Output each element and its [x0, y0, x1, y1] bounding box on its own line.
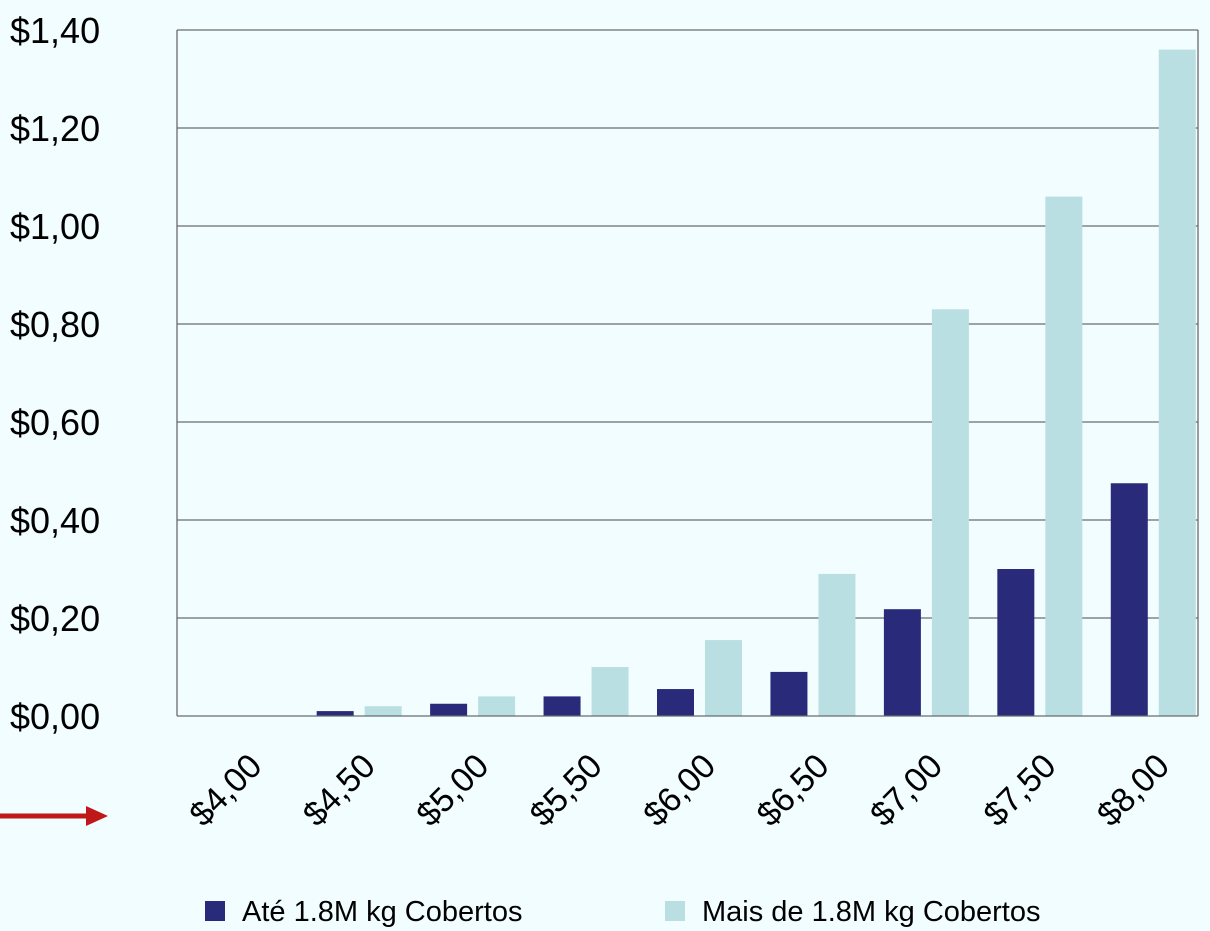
legend-swatch [665, 901, 685, 921]
bar-mais-de-1-8m [931, 309, 969, 716]
x-tick-label: $7,00 [863, 747, 950, 834]
bar-mais-de-1-8m [1045, 196, 1083, 717]
y-tick-label: $1,00 [10, 206, 100, 247]
legend-swatch [205, 901, 225, 921]
bar-mais-de-1-8m [1158, 49, 1196, 717]
bar-ate-1-8m [997, 569, 1035, 716]
y-tick-label: $1,20 [10, 108, 100, 149]
x-tick-label: $6,50 [750, 747, 837, 834]
bar-mais-de-1-8m [705, 640, 742, 716]
x-tick-label: $8,00 [1090, 747, 1177, 834]
bar-ate-1-8m [1110, 483, 1148, 716]
y-tick-label: $0,40 [10, 500, 100, 541]
y-tick-label: $0,20 [10, 598, 100, 639]
bar-mais-de-1-8m [591, 667, 629, 716]
y-tick-label: $1,40 [10, 10, 100, 51]
legend-label: Até 1.8M kg Cobertos [242, 896, 522, 928]
bar-ate-1-8m [316, 711, 354, 716]
bar-mais-de-1-8m [478, 696, 516, 716]
bar-mais-de-1-8m [818, 573, 856, 716]
bar-ate-1-8m [883, 609, 921, 716]
x-tick-label: $4,50 [296, 747, 383, 834]
x-tick-label: $6,00 [636, 747, 723, 834]
x-tick-label: $5,00 [409, 747, 496, 834]
red-arrow-head [86, 806, 108, 826]
y-tick-label: $0,80 [10, 304, 100, 345]
y-tick-label: $0,00 [10, 696, 100, 737]
x-tick-label: $7,50 [976, 747, 1063, 834]
x-tick-label: $5,50 [523, 747, 610, 834]
bar-ate-1-8m [770, 671, 808, 716]
bar-ate-1-8m [430, 703, 468, 716]
bar-ate-1-8m [543, 696, 581, 716]
legend-label: Mais de 1.8M kg Cobertos [702, 896, 1040, 928]
x-tick-label: $4,00 [182, 747, 269, 834]
bar-ate-1-8m [657, 689, 694, 716]
y-tick-label: $0,60 [10, 402, 100, 443]
bar-mais-de-1-8m [364, 706, 402, 716]
